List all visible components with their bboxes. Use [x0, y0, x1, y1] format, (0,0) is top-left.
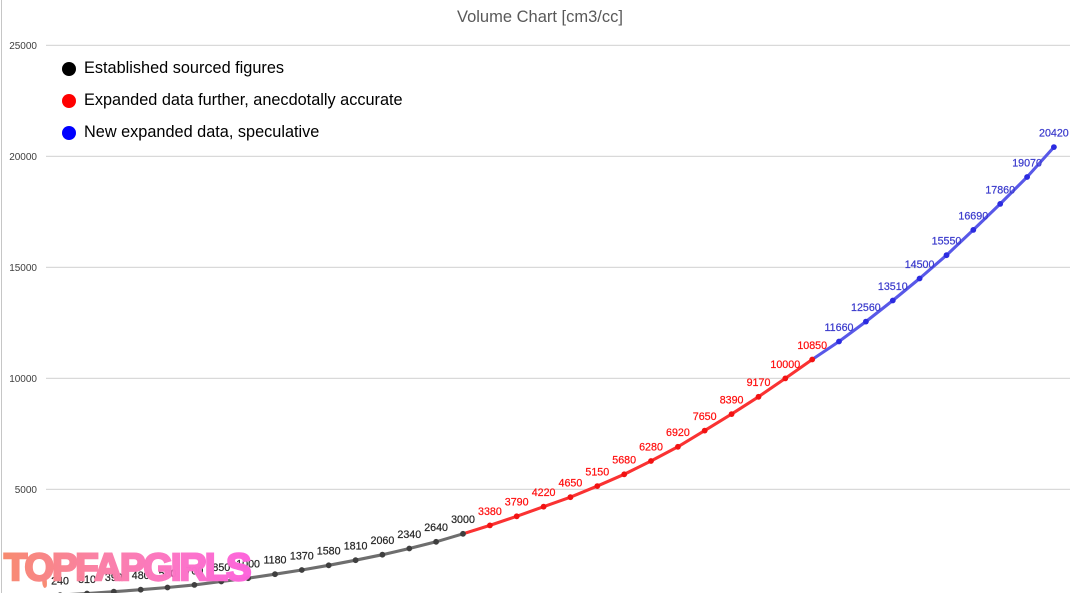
svg-text:17860: 17860: [985, 184, 1015, 196]
svg-text:5150: 5150: [585, 467, 609, 479]
svg-text:10000: 10000: [770, 359, 800, 371]
svg-text:16690: 16690: [958, 210, 988, 222]
svg-text:13510: 13510: [878, 281, 908, 293]
svg-text:700: 700: [185, 565, 203, 577]
svg-text:11660: 11660: [825, 322, 854, 334]
svg-text:7650: 7650: [693, 411, 717, 423]
svg-text:25000: 25000: [9, 41, 37, 52]
svg-text:9170: 9170: [747, 377, 771, 389]
svg-text:20420: 20420: [1039, 128, 1069, 140]
svg-text:580: 580: [159, 568, 177, 580]
svg-text:1580: 1580: [317, 546, 341, 558]
svg-text:6920: 6920: [666, 427, 690, 439]
svg-text:1810: 1810: [344, 541, 368, 553]
svg-text:20000: 20000: [9, 152, 37, 163]
svg-text:2640: 2640: [424, 522, 448, 534]
svg-text:5000: 5000: [15, 485, 38, 496]
svg-text:14500: 14500: [905, 259, 935, 271]
svg-text:850: 850: [212, 562, 230, 574]
svg-text:5680: 5680: [612, 455, 636, 467]
svg-text:2340: 2340: [397, 529, 421, 541]
svg-text:3380: 3380: [478, 506, 502, 518]
svg-text:3000: 3000: [451, 514, 475, 526]
svg-text:1180: 1180: [264, 555, 287, 567]
svg-text:4220: 4220: [532, 487, 556, 499]
svg-text:310: 310: [78, 574, 96, 586]
svg-text:4650: 4650: [559, 478, 583, 490]
svg-text:1000: 1000: [236, 559, 260, 571]
svg-text:15000: 15000: [9, 263, 37, 274]
svg-text:2060: 2060: [371, 535, 395, 547]
svg-text:390: 390: [105, 572, 123, 584]
svg-text:3790: 3790: [505, 497, 529, 509]
svg-text:1370: 1370: [290, 550, 314, 562]
svg-text:8390: 8390: [720, 395, 744, 407]
svg-text:TOPFAPGIRLS: TOPFAPGIRLS: [4, 547, 250, 589]
svg-text:10850: 10850: [797, 340, 827, 352]
svg-text:6280: 6280: [639, 441, 663, 453]
svg-text:15550: 15550: [932, 236, 962, 248]
svg-text:19070: 19070: [1012, 157, 1042, 169]
svg-text:12560: 12560: [851, 302, 881, 314]
svg-text:480: 480: [132, 570, 150, 582]
svg-text:10000: 10000: [9, 374, 37, 385]
svg-text:240: 240: [51, 576, 69, 588]
